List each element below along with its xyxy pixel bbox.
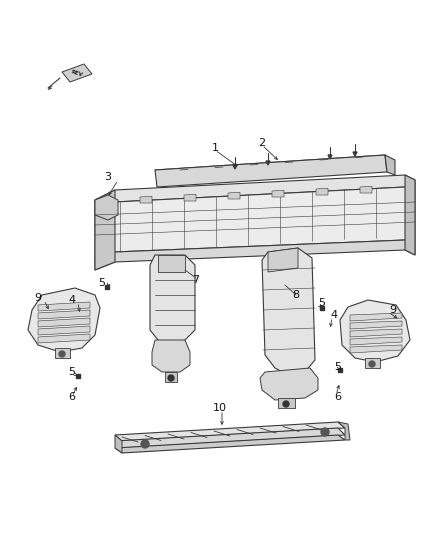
- Text: REV: REV: [71, 69, 84, 77]
- Polygon shape: [350, 329, 402, 337]
- Text: 6: 6: [68, 392, 75, 402]
- Text: 4: 4: [68, 295, 76, 305]
- Text: 9: 9: [35, 293, 42, 303]
- Polygon shape: [262, 248, 315, 375]
- Text: 3: 3: [105, 172, 112, 182]
- Polygon shape: [115, 435, 345, 453]
- Bar: [320, 306, 324, 310]
- Polygon shape: [405, 175, 415, 255]
- Text: 5: 5: [335, 362, 342, 372]
- Text: 2: 2: [258, 138, 265, 148]
- Polygon shape: [350, 313, 402, 321]
- Polygon shape: [38, 302, 90, 311]
- Polygon shape: [152, 340, 190, 372]
- Polygon shape: [150, 255, 195, 345]
- Polygon shape: [115, 422, 345, 441]
- Polygon shape: [228, 192, 240, 199]
- Polygon shape: [360, 186, 372, 193]
- Bar: [105, 285, 109, 289]
- Polygon shape: [38, 326, 90, 335]
- Text: 5: 5: [318, 298, 325, 308]
- Polygon shape: [115, 435, 122, 453]
- Text: 6: 6: [335, 392, 342, 402]
- Bar: [76, 374, 80, 378]
- Polygon shape: [115, 428, 345, 448]
- Polygon shape: [62, 64, 92, 82]
- Polygon shape: [158, 255, 185, 272]
- Bar: [338, 368, 342, 372]
- Text: 8: 8: [293, 290, 300, 300]
- Polygon shape: [95, 187, 415, 260]
- Polygon shape: [95, 195, 118, 220]
- Polygon shape: [266, 161, 270, 165]
- Polygon shape: [95, 175, 415, 212]
- Text: 9: 9: [389, 305, 396, 315]
- Text: 4: 4: [330, 310, 338, 320]
- Polygon shape: [272, 190, 284, 197]
- Polygon shape: [340, 300, 410, 362]
- Polygon shape: [95, 240, 415, 270]
- Polygon shape: [350, 337, 402, 345]
- Polygon shape: [350, 321, 402, 329]
- Polygon shape: [38, 334, 90, 343]
- Polygon shape: [155, 155, 387, 187]
- Polygon shape: [260, 368, 318, 400]
- Polygon shape: [28, 288, 100, 352]
- Polygon shape: [385, 155, 395, 175]
- Polygon shape: [184, 194, 196, 201]
- Polygon shape: [38, 310, 90, 319]
- Polygon shape: [140, 196, 152, 203]
- Polygon shape: [365, 358, 380, 368]
- Polygon shape: [353, 152, 357, 156]
- Polygon shape: [278, 398, 295, 408]
- Circle shape: [321, 428, 329, 436]
- Polygon shape: [338, 422, 350, 440]
- Circle shape: [283, 401, 289, 407]
- Polygon shape: [95, 190, 115, 270]
- Text: 5: 5: [99, 278, 106, 288]
- Circle shape: [59, 351, 65, 357]
- Polygon shape: [155, 155, 390, 177]
- Polygon shape: [268, 248, 298, 272]
- Text: 7: 7: [192, 275, 200, 285]
- Circle shape: [369, 361, 375, 367]
- Polygon shape: [165, 372, 177, 382]
- Polygon shape: [233, 165, 237, 169]
- Text: 5: 5: [68, 367, 75, 377]
- Polygon shape: [316, 188, 328, 195]
- Polygon shape: [328, 155, 332, 159]
- Circle shape: [141, 440, 149, 448]
- Circle shape: [168, 375, 174, 381]
- Polygon shape: [350, 345, 402, 353]
- Text: 10: 10: [213, 403, 227, 413]
- Polygon shape: [38, 318, 90, 327]
- Polygon shape: [55, 348, 70, 358]
- Text: 1: 1: [212, 143, 219, 153]
